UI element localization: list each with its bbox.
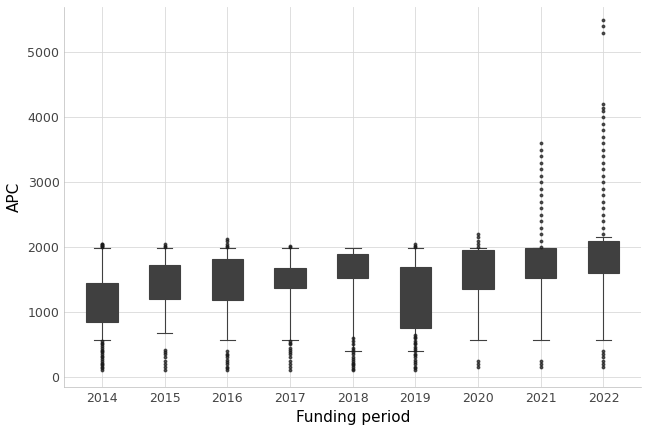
Y-axis label: APC: APC xyxy=(7,182,22,212)
PathPatch shape xyxy=(400,267,431,328)
PathPatch shape xyxy=(337,254,368,278)
PathPatch shape xyxy=(149,265,180,299)
PathPatch shape xyxy=(274,268,306,288)
PathPatch shape xyxy=(525,248,557,278)
PathPatch shape xyxy=(212,259,243,300)
X-axis label: Funding period: Funding period xyxy=(295,410,410,425)
PathPatch shape xyxy=(86,283,118,322)
PathPatch shape xyxy=(588,241,619,273)
PathPatch shape xyxy=(463,250,494,289)
